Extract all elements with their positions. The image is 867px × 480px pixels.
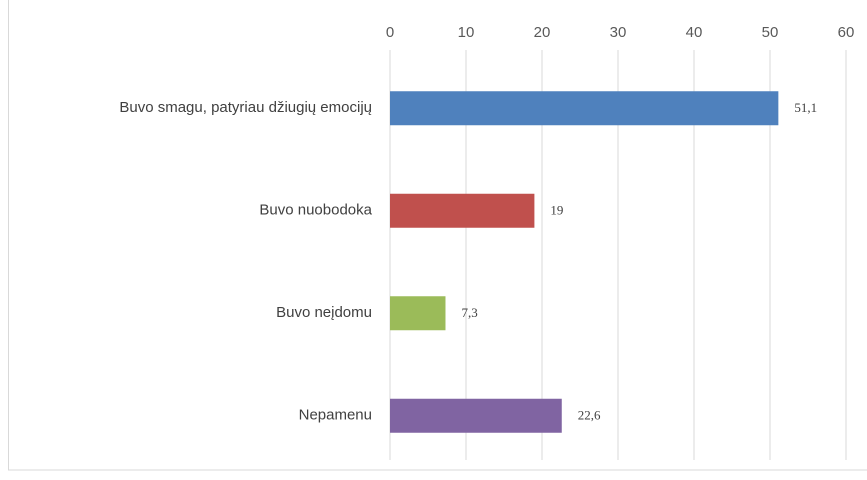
x-tick-label: 50 [762,24,779,41]
x-tick-label: 10 [458,24,475,41]
bar [390,398,562,433]
bar [390,193,535,228]
y-tick-label: Buvo neįdomu [276,304,372,321]
x-tick-label: 0 [386,24,394,41]
data-label: 7,3 [461,305,477,320]
y-tick-label: Buvo smagu, patyriau džiugių emocijų [119,99,372,116]
x-tick-label: 60 [838,24,855,41]
x-tick-label: 20 [534,24,551,41]
y-tick-label: Buvo nuobodoka [259,202,372,219]
x-tick-label: 30 [610,24,627,41]
bar [390,91,779,126]
chart-frame [8,0,867,471]
y-tick-label: Nepamenu [299,407,372,424]
data-label: 22,6 [578,408,601,423]
x-tick-label: 40 [686,24,703,41]
data-label: 19 [550,203,563,218]
bar [390,296,446,331]
data-label: 51,1 [794,100,817,115]
